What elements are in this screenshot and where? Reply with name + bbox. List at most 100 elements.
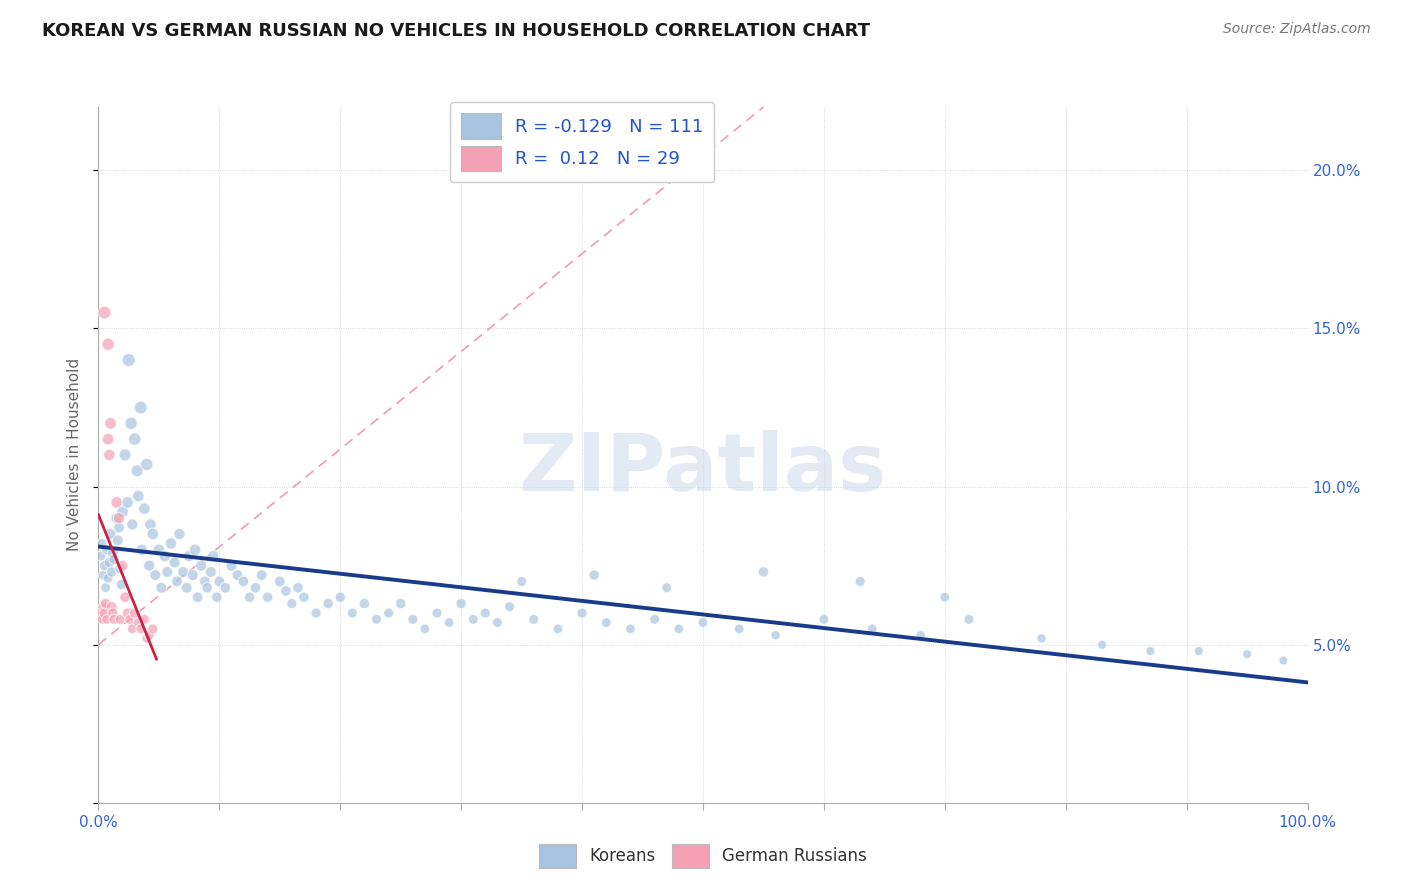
Point — [93, 606, 115, 620]
Point — [98, 556, 121, 570]
Point — [103, 552, 125, 566]
Point — [239, 591, 262, 605]
Point — [176, 581, 198, 595]
Point — [129, 401, 152, 415]
Point — [1139, 644, 1161, 658]
Point — [728, 622, 751, 636]
Point — [287, 581, 309, 595]
Point — [269, 574, 291, 589]
Point — [849, 574, 872, 589]
Point — [934, 591, 956, 605]
Point — [96, 542, 118, 557]
Point — [169, 527, 191, 541]
Text: ZIPatlas: ZIPatlas — [519, 430, 887, 508]
Point — [366, 612, 388, 626]
Legend: Koreans, German Russians: Koreans, German Russians — [533, 838, 873, 874]
Point — [1031, 632, 1053, 646]
Point — [1188, 644, 1211, 658]
Point — [205, 591, 228, 605]
Point — [619, 622, 641, 636]
Point — [90, 549, 112, 563]
Point — [97, 337, 120, 351]
Point — [172, 565, 194, 579]
Point — [305, 606, 328, 620]
Point — [108, 511, 131, 525]
Point — [292, 591, 315, 605]
Point — [138, 628, 160, 642]
Point — [281, 597, 304, 611]
Point — [131, 542, 153, 557]
Point — [1091, 638, 1114, 652]
Point — [250, 568, 273, 582]
Point — [353, 597, 375, 611]
Point — [163, 556, 186, 570]
Point — [91, 568, 114, 582]
Point — [121, 622, 143, 636]
Point — [316, 597, 339, 611]
Point — [377, 606, 399, 620]
Point — [90, 606, 112, 620]
Point — [510, 574, 533, 589]
Point — [1236, 647, 1258, 661]
Point — [111, 558, 134, 573]
Point — [94, 597, 117, 611]
Point — [813, 612, 835, 626]
Point — [910, 628, 932, 642]
Point — [108, 562, 131, 576]
Point — [98, 448, 121, 462]
Point — [156, 565, 179, 579]
Point — [523, 612, 546, 626]
Point — [547, 622, 569, 636]
Point — [101, 606, 124, 620]
Point — [200, 565, 222, 579]
Point — [97, 571, 120, 585]
Point — [1272, 653, 1295, 667]
Point — [389, 597, 412, 611]
Point — [957, 612, 980, 626]
Point — [100, 417, 122, 431]
Point — [166, 574, 188, 589]
Point — [139, 517, 162, 532]
Point — [134, 501, 156, 516]
Point — [107, 533, 129, 548]
Point — [148, 542, 170, 557]
Point — [97, 432, 120, 446]
Point — [214, 581, 236, 595]
Point — [160, 536, 183, 550]
Point — [765, 628, 787, 642]
Point — [118, 353, 141, 368]
Point — [583, 568, 606, 582]
Point — [179, 549, 201, 563]
Point — [108, 612, 131, 626]
Point — [117, 606, 139, 620]
Point — [195, 581, 218, 595]
Point — [860, 622, 883, 636]
Point — [129, 622, 152, 636]
Point — [114, 591, 136, 605]
Y-axis label: No Vehicles in Household: No Vehicles in Household — [67, 359, 83, 551]
Point — [127, 464, 149, 478]
Point — [692, 615, 714, 630]
Point — [752, 565, 775, 579]
Point — [232, 574, 254, 589]
Point — [138, 558, 160, 573]
Point — [184, 542, 207, 557]
Point — [153, 549, 176, 563]
Point — [413, 622, 436, 636]
Point — [245, 581, 267, 595]
Point — [135, 632, 157, 646]
Point — [91, 612, 114, 626]
Point — [111, 505, 134, 519]
Point — [100, 565, 122, 579]
Point — [100, 599, 122, 614]
Point — [103, 612, 125, 626]
Point — [655, 581, 678, 595]
Point — [143, 568, 166, 582]
Point — [114, 448, 136, 462]
Text: Source: ZipAtlas.com: Source: ZipAtlas.com — [1223, 22, 1371, 37]
Point — [256, 591, 278, 605]
Point — [342, 606, 364, 620]
Point — [120, 417, 142, 431]
Point — [450, 597, 472, 611]
Point — [127, 489, 149, 503]
